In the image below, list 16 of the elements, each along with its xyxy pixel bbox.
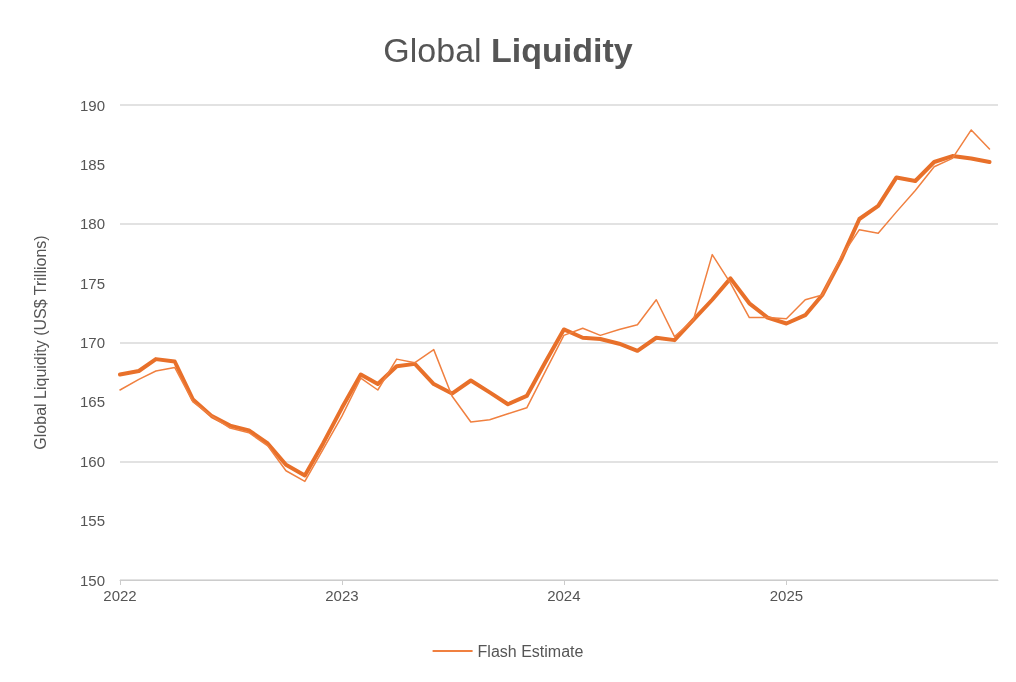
x-tick-label: 2022 bbox=[103, 587, 137, 604]
y-tick-label: 155 bbox=[80, 512, 106, 530]
x-tick-label: 2023 bbox=[325, 587, 359, 604]
legend-label: Flash Estimate bbox=[477, 642, 584, 660]
x-tick-label: 2025 bbox=[769, 587, 804, 604]
y-tick-label: 180 bbox=[80, 215, 106, 233]
y-tick-label: 185 bbox=[80, 155, 106, 173]
y-tick-label: 175 bbox=[80, 274, 106, 292]
y-axis-title: Global Liquidity (US$ Trillions) bbox=[31, 235, 49, 450]
y-tick-label: 165 bbox=[80, 393, 106, 411]
y-tick-label: 160 bbox=[80, 452, 106, 470]
y-tick-label: 150 bbox=[80, 571, 106, 589]
y-tick-label: 190 bbox=[80, 96, 106, 114]
chart-title: Global Liquidity bbox=[383, 31, 633, 69]
y-tick-label: 170 bbox=[80, 334, 106, 351]
x-tick-label: 2024 bbox=[547, 587, 581, 604]
